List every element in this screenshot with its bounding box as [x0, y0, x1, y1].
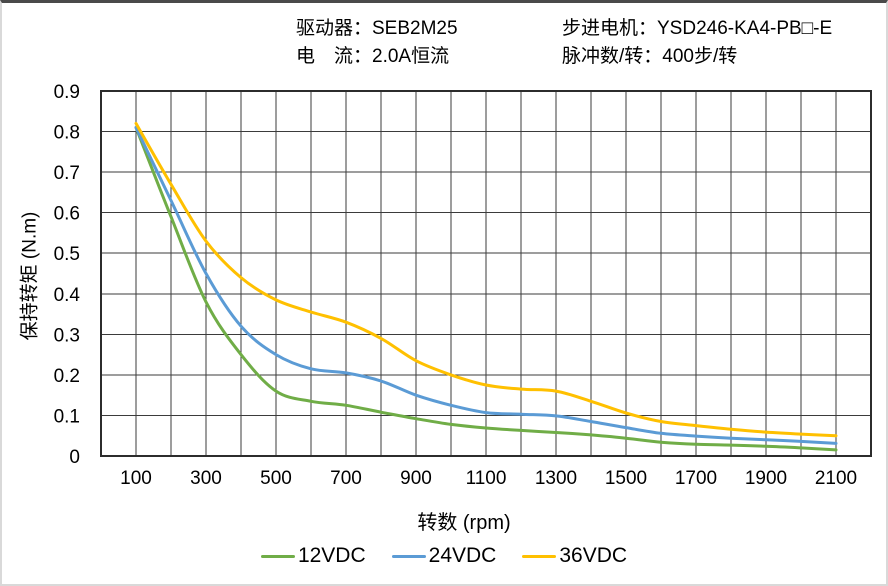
header-current-text: 电 流：2.0A恒流 — [296, 46, 450, 67]
legend-swatch-24vdc — [391, 554, 426, 558]
svg-text:0.1: 0.1 — [54, 406, 80, 427]
svg-text:0.7: 0.7 — [54, 163, 80, 184]
svg-text:500: 500 — [260, 468, 292, 489]
header-driver-text: 驱动器：SEB2M25 — [296, 18, 458, 39]
legend-label-24vdc: 24VDC — [428, 544, 497, 567]
svg-text:100: 100 — [120, 468, 152, 489]
svg-text:300: 300 — [190, 468, 222, 489]
header-motor-text: 步进电机：YSD246-KA4-PB□-E — [562, 18, 833, 39]
svg-text:1100: 1100 — [466, 468, 507, 489]
svg-text:0.3: 0.3 — [54, 325, 80, 346]
svg-text:0.9: 0.9 — [54, 82, 80, 103]
svg-text:0.2: 0.2 — [54, 366, 80, 387]
x-axis-title: 转数 (rpm) — [417, 512, 511, 534]
svg-text:1300: 1300 — [535, 468, 577, 489]
svg-text:700: 700 — [330, 468, 362, 489]
svg-text:0: 0 — [69, 447, 80, 468]
svg-text:1700: 1700 — [675, 468, 717, 489]
y-axis-title: 保持转矩 (N.m) — [19, 211, 41, 341]
legend-label-36vdc: 36VDC — [559, 544, 628, 567]
header-pulses-text: 脉冲数/转：400步/转 — [562, 46, 738, 67]
svg-text:0.6: 0.6 — [54, 204, 80, 225]
svg-text:0.4: 0.4 — [54, 285, 81, 306]
svg-text:2100: 2100 — [815, 468, 857, 489]
legend-swatch-12vdc — [260, 554, 295, 558]
legend-label-12vdc: 12VDC — [297, 544, 366, 567]
legend-item-36vdc: 36VDC — [522, 544, 627, 568]
legend: 12VDC 24VDC 36VDC — [2, 544, 886, 568]
header-left-column: 驱动器：SEB2M25 电 流：2.0A恒流 — [296, 15, 458, 71]
svg-text:1900: 1900 — [745, 468, 787, 489]
legend-swatch-36vdc — [522, 554, 557, 558]
legend-item-24vdc: 24VDC — [391, 544, 497, 568]
header-right-column: 步进电机：YSD246-KA4-PB□-E 脉冲数/转：400步/转 — [562, 15, 832, 71]
svg-text:900: 900 — [400, 468, 432, 489]
torque-curve-chart: 100 300 500 700 900 1100 1300 1500 1700 1900 2100 0… — [54, 82, 872, 489]
legend-item-12vdc: 12VDC — [260, 544, 366, 568]
svg-text:1500: 1500 — [605, 468, 647, 489]
svg-text:0.5: 0.5 — [54, 244, 80, 265]
svg-text:0.8: 0.8 — [54, 123, 80, 144]
